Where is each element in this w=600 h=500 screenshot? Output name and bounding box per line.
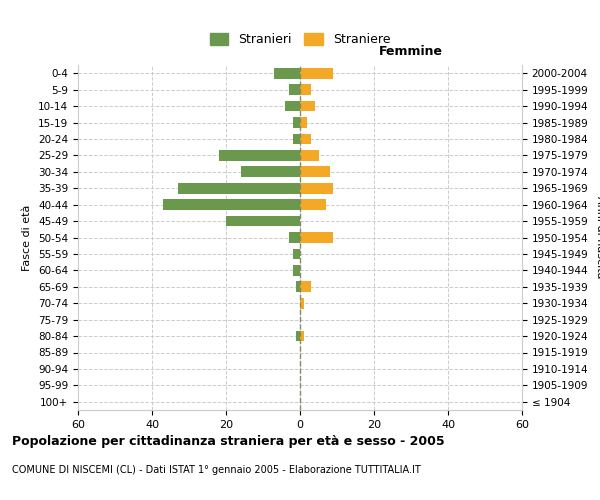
Y-axis label: Fasce di età: Fasce di età <box>22 204 32 270</box>
Bar <box>296 282 300 292</box>
Bar <box>293 134 300 144</box>
Bar <box>300 183 334 194</box>
Bar <box>218 150 300 160</box>
Bar <box>178 183 300 194</box>
Legend: Stranieri, Straniere: Stranieri, Straniere <box>203 26 397 52</box>
Bar <box>289 232 300 243</box>
Text: COMUNE DI NISCEMI (CL) - Dati ISTAT 1° gennaio 2005 - Elaborazione TUTTITALIA.IT: COMUNE DI NISCEMI (CL) - Dati ISTAT 1° g… <box>12 465 421 475</box>
Bar <box>293 117 300 128</box>
Bar <box>241 166 300 177</box>
Bar <box>300 68 334 78</box>
Bar <box>274 68 300 78</box>
Bar <box>163 200 300 210</box>
Bar <box>300 298 304 308</box>
Bar <box>300 282 311 292</box>
Bar <box>300 232 334 243</box>
Y-axis label: Anni di nascita: Anni di nascita <box>595 196 600 279</box>
Bar <box>300 150 319 160</box>
Bar <box>289 84 300 95</box>
Bar <box>300 117 307 128</box>
Text: Popolazione per cittadinanza straniera per età e sesso - 2005: Popolazione per cittadinanza straniera p… <box>12 435 445 448</box>
Bar <box>300 100 315 112</box>
Bar <box>300 200 326 210</box>
Bar <box>293 265 300 276</box>
Bar <box>300 84 311 95</box>
Bar <box>293 248 300 260</box>
Bar <box>296 330 300 342</box>
Text: Femmine: Femmine <box>379 45 443 58</box>
Bar <box>300 166 329 177</box>
Bar <box>300 330 304 342</box>
Bar <box>300 134 311 144</box>
Bar <box>285 100 300 112</box>
Bar <box>226 216 300 226</box>
